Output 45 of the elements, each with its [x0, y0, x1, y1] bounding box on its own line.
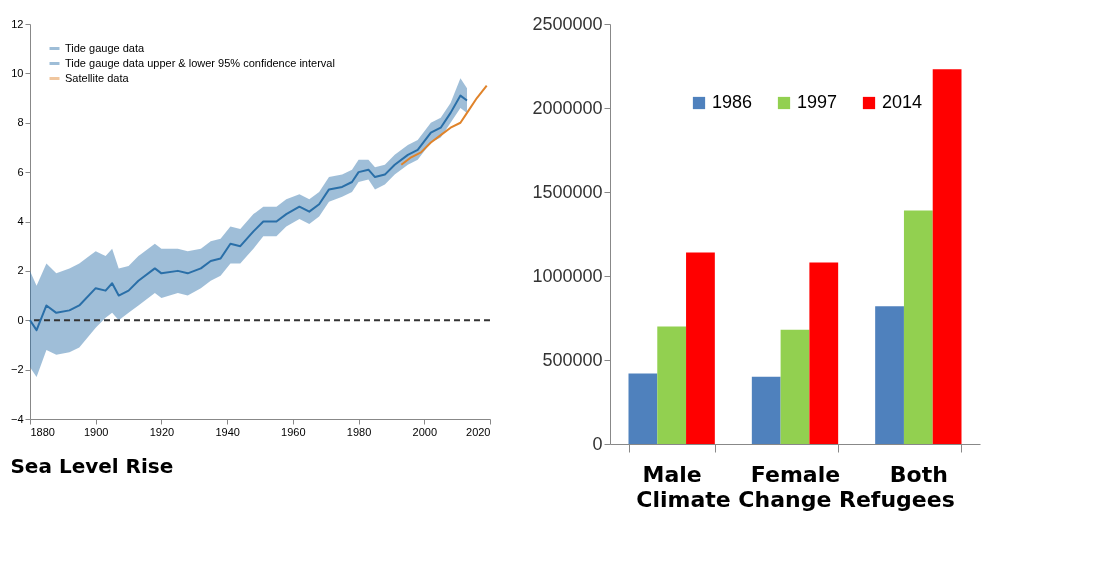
- legend-label: 2014: [882, 92, 923, 112]
- y-tick-label: 500000: [542, 349, 603, 370]
- bar: [780, 329, 810, 444]
- line-series: [400, 84, 488, 166]
- y-tick-label: 6: [17, 165, 24, 178]
- y-tick-label: −4: [10, 412, 24, 425]
- annotation: Tide gauge data upper & lower 95% confidence interval: [65, 56, 335, 69]
- legend-label: 1997: [797, 92, 838, 112]
- x-tick-label: 2000: [412, 425, 438, 438]
- bar: [628, 373, 658, 444]
- x-tick-label: 1880: [30, 425, 55, 438]
- x-tick-label: 1960: [281, 425, 306, 438]
- y-tick-label: 1000000: [532, 265, 603, 286]
- x-tick-label: Male: [642, 461, 702, 487]
- y-tick-label: 0: [592, 433, 603, 454]
- legend-label: Satellite data: [65, 71, 130, 84]
- x-tick-label: Female: [750, 461, 841, 487]
- bar: [932, 69, 962, 444]
- bar: [809, 262, 839, 444]
- legend-label: Tide gauge data: [65, 41, 145, 54]
- bar: [875, 306, 904, 444]
- bar: [686, 252, 715, 444]
- y-tick-label: 0: [17, 313, 24, 326]
- x-tick-label: 1980: [346, 425, 372, 438]
- y-tick-label: 1500000: [532, 181, 603, 202]
- y-tick-label: −2: [10, 363, 24, 376]
- text: Sea Level Rise: [10, 454, 174, 478]
- legend-label: 1986: [712, 92, 753, 112]
- line-series: [29, 94, 468, 332]
- y-tick-label: 2000000: [532, 97, 603, 118]
- y-tick-label: 12: [11, 17, 24, 30]
- y-tick-label: 10: [11, 66, 24, 79]
- x-tick-label: 1940: [215, 425, 240, 438]
- bar: [903, 210, 933, 444]
- bar: [657, 326, 687, 444]
- x-tick-label: 1920: [149, 425, 175, 438]
- y-tick-label: 8: [17, 116, 24, 129]
- y-tick-label: 2500000: [532, 13, 603, 34]
- bar: [751, 376, 781, 444]
- y-tick-label: 4: [17, 215, 24, 227]
- y-tick-label: 2: [17, 264, 24, 277]
- x-tick-label: 1900: [83, 425, 109, 438]
- x-axis-title: Climate Change Refugees: [636, 486, 955, 512]
- x-tick-label: 2020: [466, 425, 491, 438]
- x-tick-label: Both: [889, 461, 948, 487]
